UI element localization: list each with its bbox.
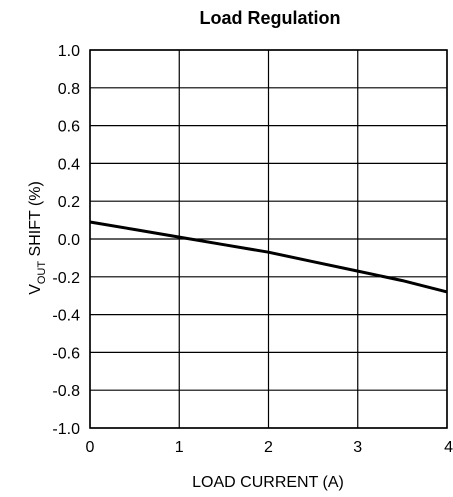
series-line xyxy=(89,220,448,294)
x-axis-label: LOAD CURRENT (A) xyxy=(192,474,344,491)
y-tick-label: 1.0 xyxy=(58,43,80,60)
chart-title: Load Regulation xyxy=(200,8,341,28)
y-axis-label-rest: SHIFT (%) xyxy=(27,181,44,261)
y-tick-label: -1.0 xyxy=(52,421,80,438)
y-tick-label: 0.0 xyxy=(58,232,80,249)
x-tick-label: 2 xyxy=(264,439,273,456)
y-tick-label: 0.2 xyxy=(58,194,80,211)
x-tick-label: 3 xyxy=(353,439,362,456)
y-tick-labels: 1.0 0.8 0.6 0.4 0.2 0.0 -0.2 -0.4 -0.6 -0.8 -1.0 xyxy=(52,43,80,438)
y-tick-label: 0.6 xyxy=(58,119,80,136)
y-tick-label: 0.4 xyxy=(58,156,80,173)
y-tick-label: -0.8 xyxy=(52,383,80,400)
y-axis-label: VOUT SHIFT (%) xyxy=(27,181,48,295)
y-axis-label-subscript: OUT xyxy=(36,261,48,285)
plot-frame xyxy=(89,49,448,429)
grid xyxy=(89,49,448,429)
x-tick-label: 1 xyxy=(175,439,184,456)
y-axis-label-main: V xyxy=(27,284,44,295)
x-tick-label: 4 xyxy=(444,439,453,456)
y-tick-label: -0.6 xyxy=(52,345,80,362)
y-tick-label: -0.2 xyxy=(52,270,80,287)
x-tick-labels: 0 1 2 3 4 xyxy=(86,439,453,456)
y-tick-label: -0.4 xyxy=(52,308,80,325)
x-tick-label: 0 xyxy=(86,439,95,456)
y-tick-label: 0.8 xyxy=(58,81,80,98)
